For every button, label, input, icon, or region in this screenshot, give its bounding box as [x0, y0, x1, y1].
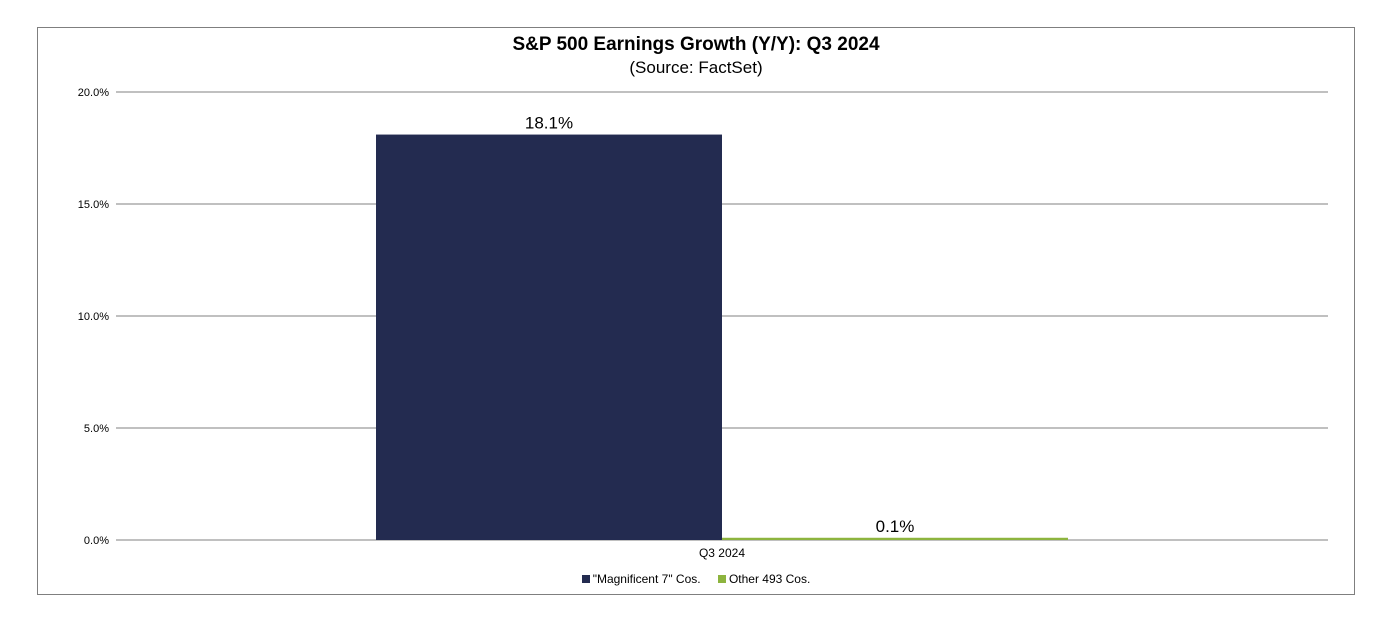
legend: "Magnificent 7" Cos. Other 493 Cos.	[38, 572, 1354, 586]
legend-label-magnificent-7: "Magnificent 7" Cos.	[592, 572, 701, 586]
data-label-1: 0.1%	[876, 517, 915, 536]
chart-subtitle: (Source: FactSet)	[629, 58, 763, 77]
bar-0	[376, 134, 722, 540]
title-block: S&P 500 Earnings Growth (Y/Y): Q3 2024 (…	[38, 33, 1354, 79]
legend-item-other-493: Other 493 Cos.	[717, 572, 811, 586]
y-tick-label: 10.0%	[78, 311, 109, 323]
y-tick-label: 15.0%	[78, 199, 109, 211]
y-tick-label: 5.0%	[84, 423, 109, 435]
legend-swatch-magnificent-7	[581, 575, 590, 583]
x-category-label: Q3 2024	[699, 546, 745, 560]
legend-swatch-other-493	[717, 575, 726, 583]
y-tick-label: 20.0%	[78, 87, 109, 99]
data-label-0: 18.1%	[525, 114, 573, 133]
chart-frame: S&P 500 Earnings Growth (Y/Y): Q3 2024 (…	[37, 27, 1355, 595]
bar-1	[722, 537, 1068, 540]
legend-label-other-493: Other 493 Cos.	[728, 572, 811, 586]
plot-area: 0.0% 5.0% 10.0% 15.0% 20.0% 18.1% 0.1% Q3 2024	[78, 87, 1328, 560]
chart-title: S&P 500 Earnings Growth (Y/Y): Q3 2024	[512, 34, 880, 55]
legend-item-magnificent-7: "Magnificent 7" Cos.	[581, 572, 701, 586]
y-tick-label: 0.0%	[84, 535, 109, 547]
